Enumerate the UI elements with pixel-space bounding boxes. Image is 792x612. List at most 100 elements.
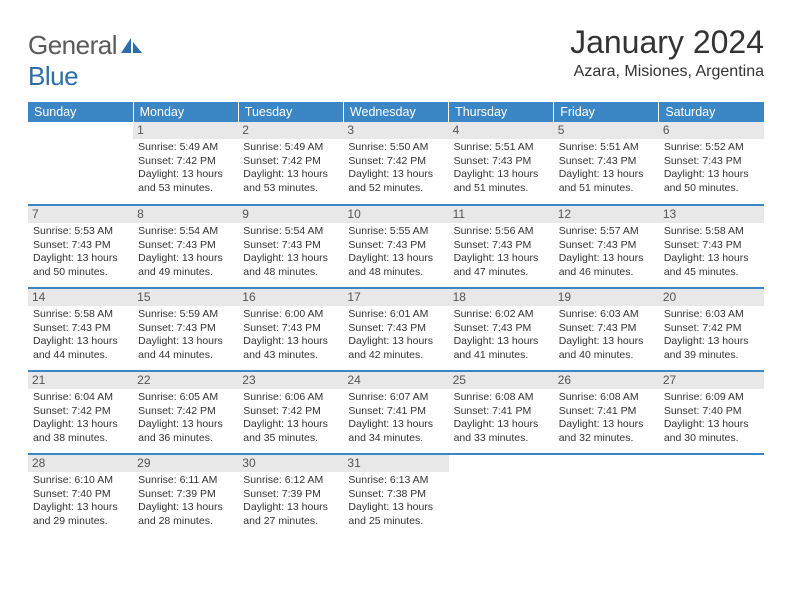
day-info: Sunrise: 6:10 AMSunset: 7:40 PMDaylight:…	[32, 474, 129, 528]
day-number: 2	[238, 122, 343, 139]
day-info: Sunrise: 6:07 AMSunset: 7:41 PMDaylight:…	[347, 391, 444, 445]
column-header: Thursday	[449, 102, 554, 122]
calendar-day-cell: 25Sunrise: 6:08 AMSunset: 7:41 PMDayligh…	[449, 371, 554, 454]
day-info: Sunrise: 6:01 AMSunset: 7:43 PMDaylight:…	[347, 308, 444, 362]
calendar-week-row: 7 Sunrise: 5:53 AMSunset: 7:43 PMDaylight…	[28, 205, 764, 288]
day-number: 21	[28, 372, 133, 389]
day-number: 6	[659, 122, 764, 139]
column-header: Sunday	[28, 102, 133, 122]
calendar-day-cell	[554, 454, 659, 537]
day-info: Sunrise: 6:05 AMSunset: 7:42 PMDaylight:…	[137, 391, 234, 445]
logo-sail-icon	[120, 30, 144, 60]
column-header: Monday	[133, 102, 238, 122]
calendar-day-cell: 21 Sunrise: 6:04 AMSunset: 7:42 PMDayligh…	[28, 371, 133, 454]
calendar-day-cell: 28 Sunrise: 6:10 AMSunset: 7:40 PMDayligh…	[28, 454, 133, 537]
location-text: Azara, Misiones, Argentina	[570, 63, 764, 81]
column-header: Friday	[554, 102, 659, 122]
calendar-day-cell: 29Sunrise: 6:11 AMSunset: 7:39 PMDayligh…	[133, 454, 238, 537]
calendar-day-cell: 24Sunrise: 6:07 AMSunset: 7:41 PMDayligh…	[343, 371, 448, 454]
day-info: Sunrise: 6:03 AMSunset: 7:42 PMDaylight:…	[663, 308, 760, 362]
day-number: 18	[449, 289, 554, 306]
day-info: Sunrise: 5:49 AMSunset: 7:42 PMDaylight:…	[242, 141, 339, 195]
day-number: 26	[554, 372, 659, 389]
calendar-day-cell: 13 Sunrise: 5:58 AMSunset: 7:43 PMDayligh…	[659, 205, 764, 288]
calendar-body: 1Sunrise: 5:49 AMSunset: 7:42 PMDaylight…	[28, 122, 764, 537]
day-number: 23	[238, 372, 343, 389]
column-header: Saturday	[659, 102, 764, 122]
day-info: Sunrise: 6:02 AMSunset: 7:43 PMDaylight:…	[453, 308, 550, 362]
day-number: 25	[449, 372, 554, 389]
calendar-day-cell: 10 Sunrise: 5:55 AMSunset: 7:43 PMDayligh…	[343, 205, 448, 288]
day-info: Sunrise: 5:57 AMSunset: 7:43 PMDaylight:…	[558, 225, 655, 279]
day-info: Sunrise: 5:53 AMSunset: 7:43 PMDaylight:…	[32, 225, 129, 279]
logo-word1: General	[28, 30, 117, 60]
day-number: 1	[133, 122, 238, 139]
day-info: Sunrise: 5:51 AMSunset: 7:43 PMDaylight:…	[558, 141, 655, 195]
calendar-week-row: 21 Sunrise: 6:04 AMSunset: 7:42 PMDayligh…	[28, 371, 764, 454]
calendar-day-cell: 9Sunrise: 5:54 AMSunset: 7:43 PMDaylight…	[238, 205, 343, 288]
calendar-day-cell: 5 Sunrise: 5:51 AMSunset: 7:43 PMDaylight…	[554, 122, 659, 205]
calendar-day-cell: 27Sunrise: 6:09 AMSunset: 7:40 PMDayligh…	[659, 371, 764, 454]
day-info: Sunrise: 5:54 AMSunset: 7:43 PMDaylight:…	[137, 225, 234, 279]
day-info: Sunrise: 5:58 AMSunset: 7:43 PMDaylight:…	[32, 308, 129, 362]
day-info: Sunrise: 5:59 AMSunset: 7:43 PMDaylight:…	[137, 308, 234, 362]
calendar-day-cell	[659, 454, 764, 537]
calendar-day-cell: 19 Sunrise: 6:03 AMSunset: 7:43 PMDayligh…	[554, 288, 659, 371]
calendar-day-cell: 15Sunrise: 5:59 AMSunset: 7:43 PMDayligh…	[133, 288, 238, 371]
day-number: 5	[554, 122, 659, 139]
column-header: Tuesday	[238, 102, 343, 122]
day-number: 11	[449, 206, 554, 223]
day-info: Sunrise: 6:00 AMSunset: 7:43 PMDaylight:…	[242, 308, 339, 362]
day-number: 17	[343, 289, 448, 306]
calendar-day-cell: 6Sunrise: 5:52 AMSunset: 7:43 PMDaylight…	[659, 122, 764, 205]
day-number: 19	[554, 289, 659, 306]
calendar-day-cell: 16Sunrise: 6:00 AMSunset: 7:43 PMDayligh…	[238, 288, 343, 371]
day-number: 12	[554, 206, 659, 223]
day-number: 7	[28, 206, 133, 223]
calendar-day-cell: 23 Sunrise: 6:06 AMSunset: 7:42 PMDayligh…	[238, 371, 343, 454]
calendar-day-cell: 30Sunrise: 6:12 AMSunset: 7:39 PMDayligh…	[238, 454, 343, 537]
day-info: Sunrise: 5:55 AMSunset: 7:43 PMDaylight:…	[347, 225, 444, 279]
day-number: 4	[449, 122, 554, 139]
day-info: Sunrise: 5:49 AMSunset: 7:42 PMDaylight:…	[137, 141, 234, 195]
calendar-day-cell: 18 Sunrise: 6:02 AMSunset: 7:43 PMDayligh…	[449, 288, 554, 371]
calendar-day-cell	[28, 122, 133, 205]
day-info: Sunrise: 6:03 AMSunset: 7:43 PMDaylight:…	[558, 308, 655, 362]
day-number: 22	[133, 372, 238, 389]
calendar-day-cell: 4Sunrise: 5:51 AMSunset: 7:43 PMDaylight…	[449, 122, 554, 205]
day-number: 13	[659, 206, 764, 223]
calendar-day-cell: 7 Sunrise: 5:53 AMSunset: 7:43 PMDaylight…	[28, 205, 133, 288]
day-number: 27	[659, 372, 764, 389]
day-number: 20	[659, 289, 764, 306]
calendar-table: SundayMondayTuesdayWednesdayThursdayFrid…	[28, 102, 764, 537]
day-info: Sunrise: 6:11 AMSunset: 7:39 PMDaylight:…	[137, 474, 234, 528]
calendar-day-cell: 8Sunrise: 5:54 AMSunset: 7:43 PMDaylight…	[133, 205, 238, 288]
calendar-week-row: 14Sunrise: 5:58 AMSunset: 7:43 PMDayligh…	[28, 288, 764, 371]
day-info: Sunrise: 6:12 AMSunset: 7:39 PMDaylight:…	[242, 474, 339, 528]
day-number: 10	[343, 206, 448, 223]
calendar-week-row: 28 Sunrise: 6:10 AMSunset: 7:40 PMDayligh…	[28, 454, 764, 537]
calendar-day-cell: 11 Sunrise: 5:56 AMSunset: 7:43 PMDayligh…	[449, 205, 554, 288]
day-info: Sunrise: 5:54 AMSunset: 7:43 PMDaylight:…	[242, 225, 339, 279]
calendar-week-row: 1Sunrise: 5:49 AMSunset: 7:42 PMDaylight…	[28, 122, 764, 205]
calendar-day-cell: 22 Sunrise: 6:05 AMSunset: 7:42 PMDayligh…	[133, 371, 238, 454]
day-number: 31	[343, 455, 448, 472]
logo: GeneralBlue	[28, 30, 144, 92]
page-header: GeneralBlue January 2024 Azara, Misiones…	[28, 24, 764, 92]
day-number: 3	[343, 122, 448, 139]
calendar-day-cell	[449, 454, 554, 537]
day-info: Sunrise: 5:50 AMSunset: 7:42 PMDaylight:…	[347, 141, 444, 195]
day-info: Sunrise: 5:56 AMSunset: 7:43 PMDaylight:…	[453, 225, 550, 279]
calendar-day-cell: 14Sunrise: 5:58 AMSunset: 7:43 PMDayligh…	[28, 288, 133, 371]
calendar-day-cell: 12 Sunrise: 5:57 AMSunset: 7:43 PMDayligh…	[554, 205, 659, 288]
day-info: Sunrise: 5:58 AMSunset: 7:43 PMDaylight:…	[663, 225, 760, 279]
calendar-day-cell: 31Sunrise: 6:13 AMSunset: 7:38 PMDayligh…	[343, 454, 448, 537]
column-header: Wednesday	[343, 102, 448, 122]
month-title: January 2024	[570, 24, 764, 61]
logo-word2: Blue	[28, 61, 78, 91]
day-number: 28	[28, 455, 133, 472]
day-info: Sunrise: 6:08 AMSunset: 7:41 PMDaylight:…	[558, 391, 655, 445]
day-info: Sunrise: 6:06 AMSunset: 7:42 PMDaylight:…	[242, 391, 339, 445]
title-block: January 2024 Azara, Misiones, Argentina	[570, 24, 764, 81]
day-info: Sunrise: 6:04 AMSunset: 7:42 PMDaylight:…	[32, 391, 129, 445]
